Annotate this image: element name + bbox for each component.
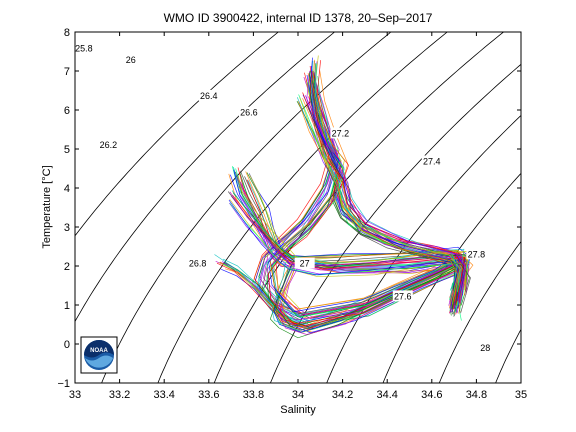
contour-label-bg [238, 106, 259, 118]
contour-label-bg [466, 248, 487, 260]
density-contour-label: 28 [480, 343, 490, 353]
density-contour-label: 25.8 [75, 43, 93, 53]
density-contour-line [326, 114, 521, 383]
density-contour-labels: 25.8 26 26.2 26.4 26.6 26.8 27 27.2 27.4 27.6 27.8… [73, 42, 496, 353]
x-tick-label: 34.6 [421, 389, 442, 401]
x-axis-ticks: 33 33.2 33.4 33.6 33.8 34 34.2 34.4 34.6 34.8 35 [69, 32, 527, 401]
density-contour-line [157, 32, 448, 383]
contour-label-bg [187, 257, 208, 269]
density-contour-label: 27.6 [394, 291, 412, 301]
contour-label-bg [392, 290, 413, 302]
x-tick-label: 34.2 [332, 389, 353, 401]
x-tick-label: 35 [515, 389, 527, 401]
y-tick-label: 2 [64, 261, 70, 273]
profile-line [269, 59, 461, 310]
profile-line [229, 202, 461, 293]
density-contour-line [549, 24, 576, 391]
y-tick-label: 7 [64, 66, 70, 78]
y-axis-ticks: −1 0 1 2 3 4 5 6 7 8 [57, 27, 521, 390]
y-tick-label: 6 [64, 105, 70, 117]
profile-lines [214, 55, 474, 339]
density-contour-line [438, 240, 521, 383]
contour-label-bg [120, 54, 141, 66]
density-contour-label: 26 [126, 55, 136, 65]
contour-label-bg [73, 42, 94, 54]
contour-label-bg [198, 89, 219, 101]
y-tick-label: −1 [57, 378, 70, 390]
profile-line [228, 199, 460, 291]
contour-label-bg [421, 155, 442, 167]
density-contour-label: 27.8 [468, 249, 486, 259]
density-contour-label: 27.4 [423, 156, 441, 166]
x-axis-label: Salinity [280, 404, 316, 416]
profile-line [298, 94, 458, 300]
density-contour-line [75, 32, 279, 237]
profile-line [302, 92, 464, 303]
y-tick-label: 8 [64, 27, 70, 39]
density-contour-label: 27 [300, 259, 310, 269]
profile-line [298, 101, 459, 308]
density-contour-line [382, 172, 521, 383]
profile-line [266, 60, 457, 316]
y-tick-label: 5 [64, 144, 70, 156]
y-tick-label: 3 [64, 222, 70, 234]
density-contour-label: 26.2 [100, 140, 118, 150]
x-tick-label: 33.4 [153, 389, 174, 401]
x-tick-label: 33 [69, 389, 81, 401]
x-tick-label: 34.4 [376, 389, 397, 401]
density-contour-label: 27.2 [332, 128, 350, 138]
y-tick-label: 1 [64, 300, 70, 312]
noaa-logo-text: NOAA [90, 348, 108, 354]
profile-line [296, 100, 458, 309]
density-contour-line [101, 32, 392, 383]
y-tick-label: 0 [64, 339, 70, 351]
density-contour-label: 26.8 [189, 259, 207, 269]
profile-line [304, 95, 466, 301]
profile-line [271, 63, 463, 318]
x-tick-label: 33.2 [109, 389, 130, 401]
profile-line [308, 96, 467, 304]
contour-label-bg [475, 341, 496, 353]
profile-line [306, 105, 471, 314]
contour-label-bg [294, 257, 315, 269]
x-tick-label: 34.8 [466, 389, 487, 401]
density-contour-label: 26.6 [240, 108, 258, 118]
density-contour-label: 26.4 [200, 91, 218, 101]
noaa-logo-icon: NOAA [80, 336, 118, 374]
x-tick-label: 33.8 [243, 389, 264, 401]
contour-label-bg [330, 127, 351, 139]
y-tick-label: 4 [64, 183, 70, 195]
y-axis-label: Temperature [°C] [41, 165, 53, 248]
profile-line [224, 261, 468, 329]
x-tick-label: 33.6 [198, 389, 219, 401]
contour-label-bg [98, 139, 119, 151]
density-contour-line [75, 32, 336, 323]
x-tick-label: 34 [292, 389, 304, 401]
chart-title: WMO ID 3900422, internal ID 1378, 20–Sep… [164, 11, 433, 25]
